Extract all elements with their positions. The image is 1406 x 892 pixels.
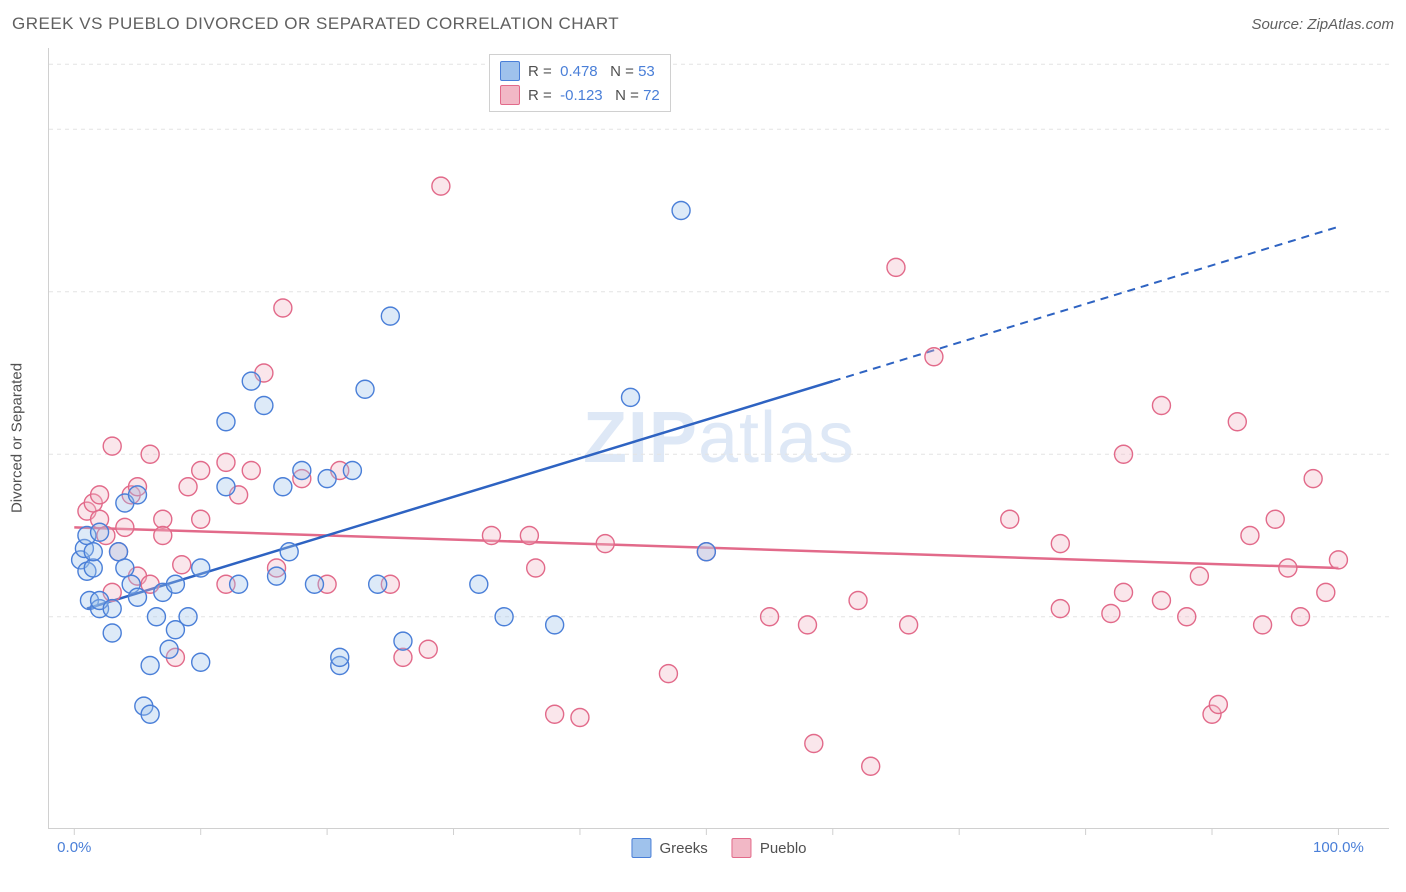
legend-swatch [500, 85, 520, 105]
legend-swatch-greeks [631, 838, 651, 858]
legend-item-greeks: Greeks [631, 838, 707, 858]
legend-text: R = 0.478 N = 53 [528, 63, 655, 80]
legend-label-greeks: Greeks [659, 840, 707, 857]
plot-area: Divorced or Separated ZIPatlas R = 0.478… [48, 48, 1389, 829]
legend-label-pueblo: Pueblo [760, 840, 807, 857]
y-axis-label: Divorced or Separated [9, 363, 26, 513]
x-tick-label: 100.0% [1313, 839, 1364, 856]
x-tick-label: 0.0% [57, 839, 91, 856]
plot-svg [49, 48, 1389, 828]
chart-header: GREEK VS PUEBLO DIVORCED OR SEPARATED CO… [0, 0, 1406, 48]
series-legend: Greeks Pueblo [631, 838, 806, 858]
legend-swatch [500, 61, 520, 81]
legend-row: R = 0.478 N = 53 [500, 59, 660, 83]
chart-title: GREEK VS PUEBLO DIVORCED OR SEPARATED CO… [12, 14, 619, 34]
correlation-legend: R = 0.478 N = 53 R = -0.123 N = 72 [489, 54, 671, 112]
chart-source: Source: ZipAtlas.com [1251, 16, 1394, 33]
legend-swatch-pueblo [732, 838, 752, 858]
legend-text: R = -0.123 N = 72 [528, 87, 660, 104]
legend-item-pueblo: Pueblo [732, 838, 807, 858]
legend-row: R = -0.123 N = 72 [500, 83, 660, 107]
